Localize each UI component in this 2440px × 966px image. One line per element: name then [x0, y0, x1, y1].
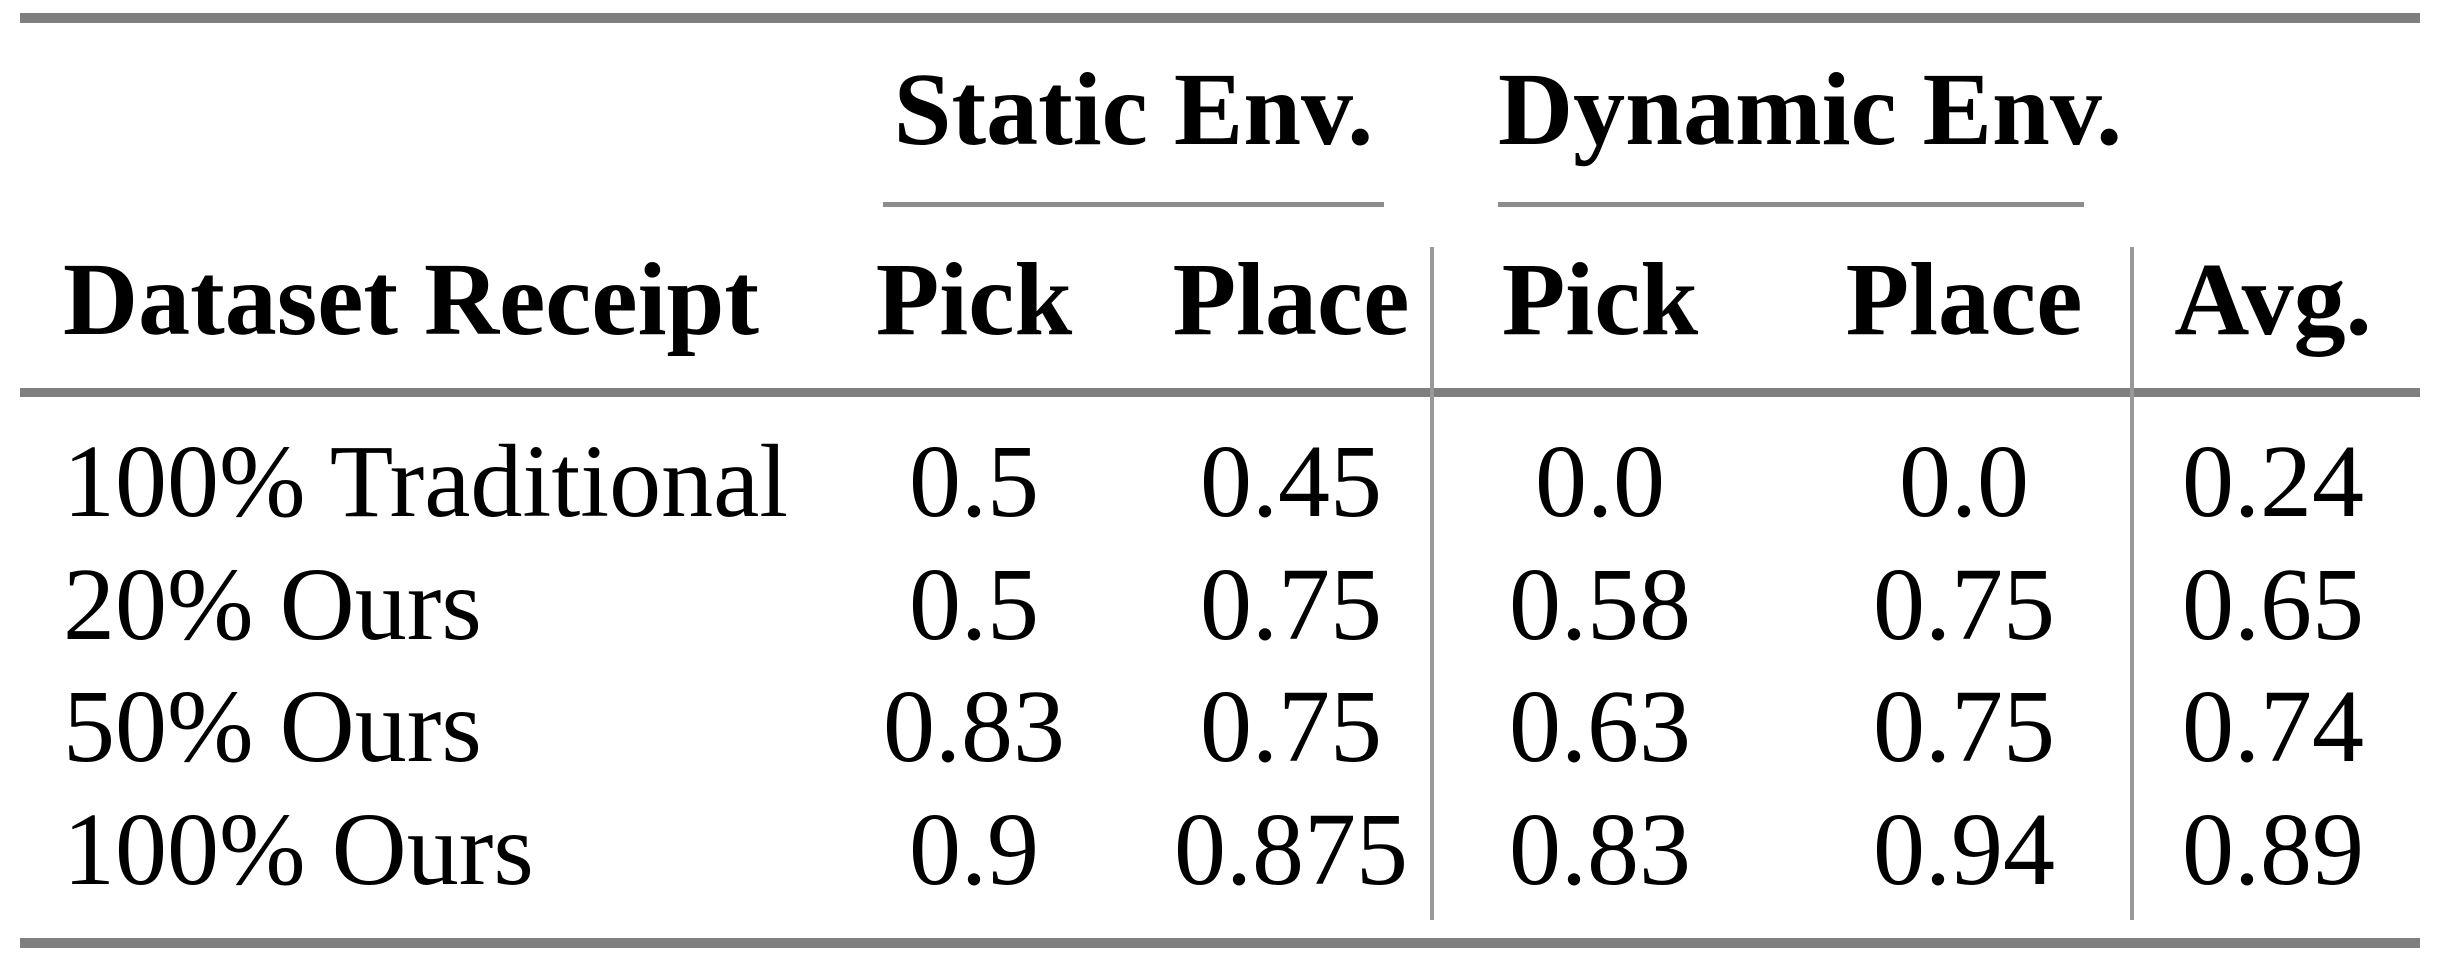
dynamic-env-underline-rule [1498, 202, 2084, 207]
vertical-separator-dynamic-avg [2130, 247, 2134, 920]
table-row: 100% Ours 0.9 0.875 0.83 0.94 0.89 [0, 795, 2440, 905]
cell-dynamic-place: 0.0 [1899, 424, 2029, 539]
header-dynamic-pick: Pick [1501, 242, 1699, 357]
cell-avg: 0.24 [2182, 424, 2364, 539]
table-bottom-rule [20, 938, 2420, 948]
header-dynamic-place: Place [1845, 242, 2083, 357]
header-dataset-receipt: Dataset Receipt [63, 242, 759, 357]
row-label: 50% Ours [63, 669, 482, 784]
cell-dynamic-pick: 0.58 [1509, 547, 1691, 662]
row-label: 100% Traditional [63, 424, 789, 539]
cell-static-pick: 0.5 [909, 547, 1039, 662]
cell-static-place: 0.75 [1200, 669, 1382, 784]
cell-avg: 0.89 [2182, 792, 2364, 907]
column-group-header-row: Static Env. Dynamic Env. [0, 52, 2440, 167]
column-group-dynamic-env: Dynamic Env. [1498, 52, 2123, 167]
header-static-pick: Pick [875, 242, 1073, 357]
table-header-separator-rule [20, 388, 2420, 397]
row-label: 20% Ours [63, 547, 482, 662]
column-header-row: Dataset Receipt Pick Place Pick Place Av… [0, 242, 2440, 357]
cell-static-place: 0.75 [1200, 547, 1382, 662]
row-label: 100% Ours [63, 792, 534, 907]
static-env-underline-rule [883, 202, 1384, 207]
cell-static-pick: 0.83 [883, 669, 1065, 784]
cell-static-place: 0.875 [1174, 792, 1408, 907]
cell-avg: 0.65 [2182, 547, 2364, 662]
cell-dynamic-pick: 0.83 [1509, 792, 1691, 907]
column-group-static-env: Static Env. [893, 52, 1374, 167]
cell-dynamic-place: 0.75 [1873, 547, 2055, 662]
header-avg: Avg. [2174, 242, 2372, 357]
cell-dynamic-place: 0.94 [1873, 792, 2055, 907]
cell-static-pick: 0.9 [909, 792, 1039, 907]
cell-static-pick: 0.5 [909, 424, 1039, 539]
cell-static-place: 0.45 [1200, 424, 1382, 539]
cell-avg: 0.74 [2182, 669, 2364, 784]
vertical-separator-static-dynamic [1430, 247, 1434, 920]
table-row: 100% Traditional 0.5 0.45 0.0 0.0 0.24 [0, 427, 2440, 537]
table-row: 20% Ours 0.5 0.75 0.58 0.75 0.65 [0, 550, 2440, 660]
cell-dynamic-pick: 0.63 [1509, 669, 1691, 784]
table-top-rule [20, 13, 2420, 23]
header-static-place: Place [1172, 242, 1410, 357]
table-row: 50% Ours 0.83 0.75 0.63 0.75 0.74 [0, 672, 2440, 782]
cell-dynamic-place: 0.75 [1873, 669, 2055, 784]
cell-dynamic-pick: 0.0 [1535, 424, 1665, 539]
